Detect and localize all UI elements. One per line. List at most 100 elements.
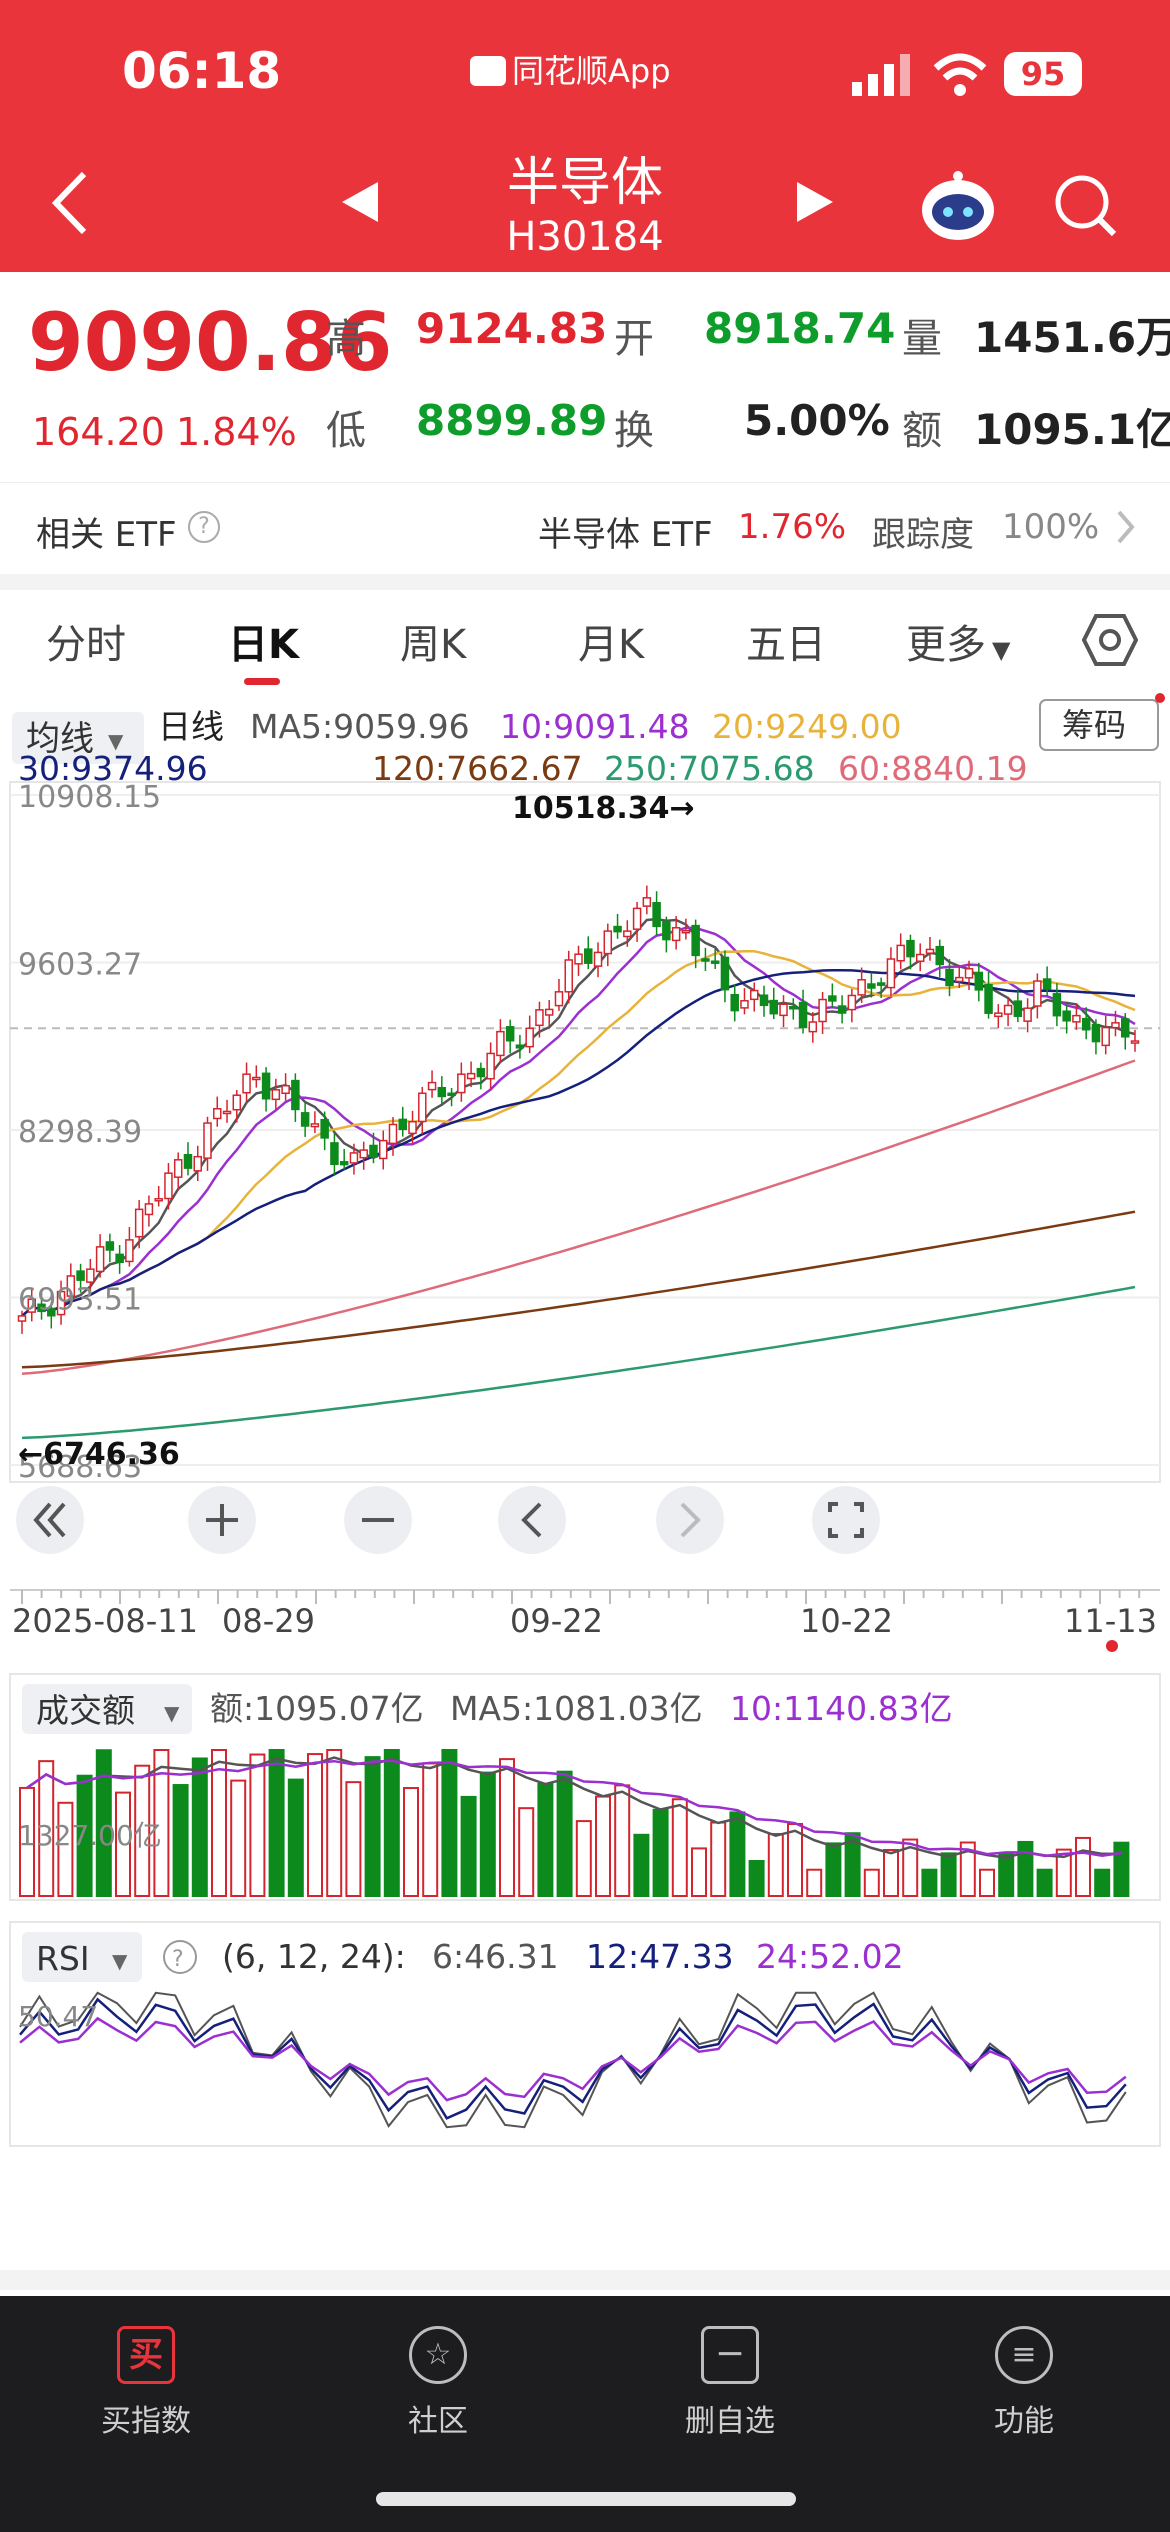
candle-up (1101, 1026, 1110, 1047)
candle-down (584, 948, 593, 964)
period-label: 日线 (158, 707, 224, 746)
volume-bar-up (19, 1786, 35, 1897)
ma-selector-caret-icon: ▼ (108, 729, 124, 753)
candle-down (1120, 1018, 1130, 1038)
menu-icon: ≡ (995, 2326, 1053, 2384)
volume-bar-down (652, 1808, 669, 1898)
fullscreen-button[interactable] (812, 1486, 880, 1554)
settings-hex-icon[interactable] (1081, 612, 1139, 672)
back-icon[interactable] (50, 170, 90, 240)
ma120-line (21, 1210, 1136, 1369)
candle-up (427, 1081, 437, 1091)
wifi-icon (932, 52, 988, 100)
candle-up (173, 1159, 183, 1178)
candle-up (964, 968, 974, 979)
candle-down (339, 1161, 349, 1166)
candle-down (613, 925, 622, 933)
amount-value: 1095.1亿 (974, 405, 1170, 454)
candle-up (164, 1172, 173, 1200)
tab-monthly-k[interactable]: 月K (578, 622, 645, 668)
kline-frame (9, 781, 1161, 1483)
volume-selector-label: 成交额 (36, 1691, 135, 1730)
volume-bar-down (844, 1832, 861, 1897)
home-indicator (376, 2492, 796, 2506)
rsi-help-icon[interactable] (163, 1940, 197, 1974)
candle-down (652, 902, 661, 928)
candle-up (271, 1089, 281, 1101)
nav-buy-index-label: 买指数 (101, 2404, 191, 2439)
kline-svg: 均线 ▼ 日线 MA5:9059.96 10:9091.48 20:9249.0… (0, 693, 1170, 2290)
rsi6-line (19, 1991, 1127, 2129)
page-title: 半导体 (506, 153, 663, 213)
candle-up (955, 976, 964, 983)
candle-down (759, 994, 769, 1007)
ma10-value: 10:9091.48 (500, 707, 690, 746)
prev-stock-icon[interactable] (340, 180, 380, 228)
ma5-line (21, 917, 1136, 1317)
nav-remove-watchlist[interactable]: − 删自选 (630, 2326, 830, 2440)
robot-assistant-icon[interactable] (918, 168, 998, 248)
candle-up (1111, 1022, 1120, 1029)
volume-bar-up (691, 1847, 707, 1897)
candle-up (1072, 1014, 1081, 1023)
scroll-left-button[interactable] (498, 1486, 566, 1554)
volume-bar-up (230, 1779, 247, 1897)
app-label-text: 同花顺App (512, 52, 671, 90)
candle-down (691, 924, 700, 957)
nav-buy-index[interactable]: 买 买指数 (46, 2326, 246, 2440)
turnover-value: 5.00% (744, 396, 890, 445)
volume-bar-up (345, 1781, 362, 1897)
nav-community[interactable]: ☆ 社区 (338, 2326, 538, 2440)
candle-up (1033, 980, 1042, 1007)
kline-grid (10, 794, 1160, 1466)
search-icon[interactable] (1052, 172, 1118, 242)
candle-down (662, 921, 671, 941)
candle-up (408, 1120, 417, 1135)
candle-up (154, 1198, 163, 1202)
volume-selector-button[interactable] (22, 1684, 192, 1734)
kline-y-axis: 10908.15 9603.27 8298.39 6993.51 5688.63 (18, 780, 161, 1485)
tab-five-day[interactable]: 五日 (746, 622, 826, 668)
plus-icon (206, 1504, 238, 1536)
related-etf-bar[interactable]: 相关 ETF ? 半导体 ETF 1.76% 跟踪度 100% (0, 482, 1170, 574)
candle-up (496, 1030, 505, 1057)
volume-bar-up (153, 1749, 170, 1897)
volume-bar-down (1036, 1868, 1053, 1897)
low-marker: ←6746.36 (18, 1437, 180, 1472)
kline-chart-area[interactable]: 均线 ▼ 日线 MA5:9059.96 10:9091.48 20:9249.0… (0, 690, 1170, 2290)
rsi-selector-button[interactable] (22, 1932, 142, 1982)
candle-down (105, 1241, 115, 1251)
tab-intraday[interactable]: 分时 (46, 622, 126, 668)
volume-bar-up (767, 1833, 784, 1898)
candle-up (95, 1246, 105, 1273)
active-tab-indicator (244, 678, 280, 685)
track-label: 跟踪度 (872, 515, 974, 555)
scroll-right-button[interactable] (656, 1486, 724, 1554)
nav-functions[interactable]: ≡ 功能 (924, 2326, 1124, 2440)
ma-selector-button[interactable] (12, 712, 144, 764)
candle-up (623, 930, 632, 938)
candle-up (642, 897, 652, 907)
candle-up (1023, 1007, 1032, 1022)
volume-ma5: MA5:1081.03亿 (450, 1689, 703, 1728)
candle-down (47, 1307, 56, 1317)
rsi24-line (19, 2016, 1127, 2102)
candle-up (554, 991, 564, 1007)
chip-distribution-button[interactable] (1039, 699, 1159, 751)
candle-down (828, 995, 837, 1002)
candle-up (203, 1122, 212, 1159)
help-icon[interactable]: ? (188, 511, 220, 543)
tab-weekly-k[interactable]: 周K (400, 622, 467, 668)
volume-bar-down (268, 1749, 285, 1897)
next-stock-icon[interactable] (795, 180, 835, 228)
candle-down (291, 1079, 300, 1111)
candle-up (349, 1152, 359, 1164)
candle-up (740, 1000, 749, 1009)
candle-down (1052, 993, 1062, 1017)
tab-more[interactable]: 更多 ▼ (906, 612, 1010, 670)
section-divider (0, 574, 1170, 590)
candle-up (125, 1239, 134, 1263)
remove-watchlist-icon: − (701, 2326, 759, 2384)
x-tick-2: 09-22 (510, 1602, 603, 1640)
tab-daily-k[interactable]: 日K (228, 622, 299, 668)
